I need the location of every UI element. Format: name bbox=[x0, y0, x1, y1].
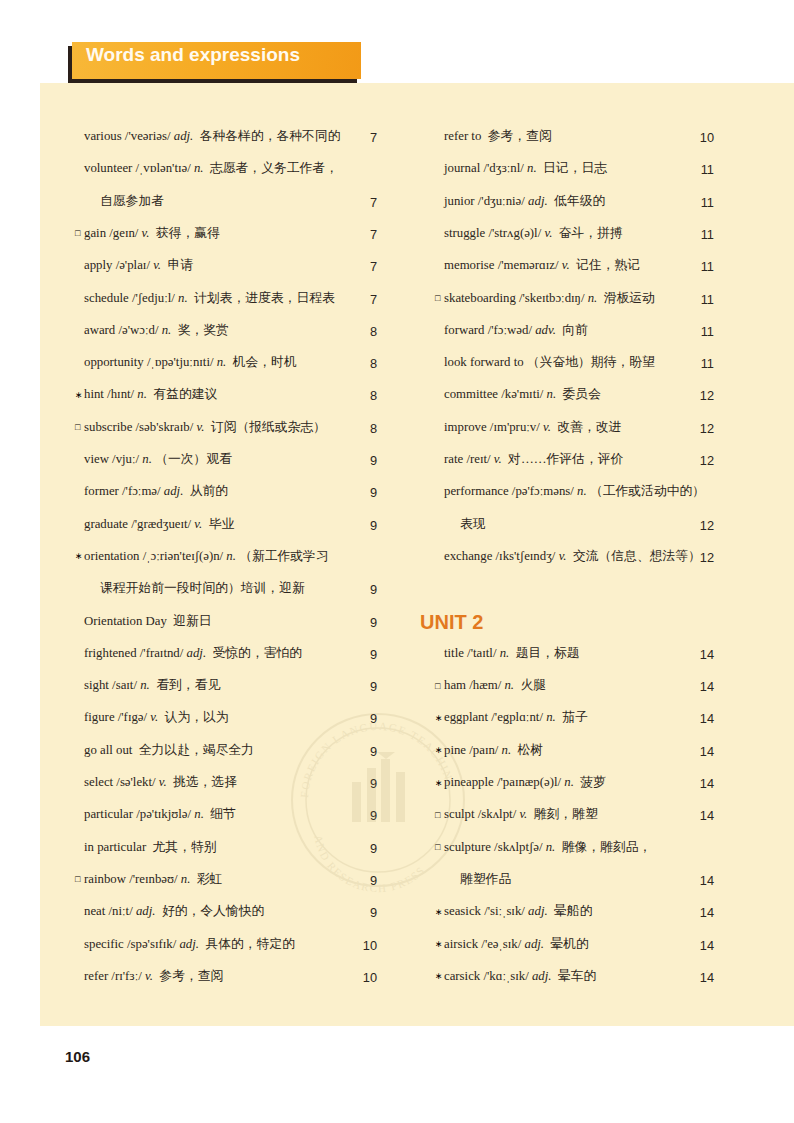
svg-text:FOREIGN LANGUAGE TEACHING: FOREIGN LANGUAGE TEACHING bbox=[298, 720, 457, 798]
